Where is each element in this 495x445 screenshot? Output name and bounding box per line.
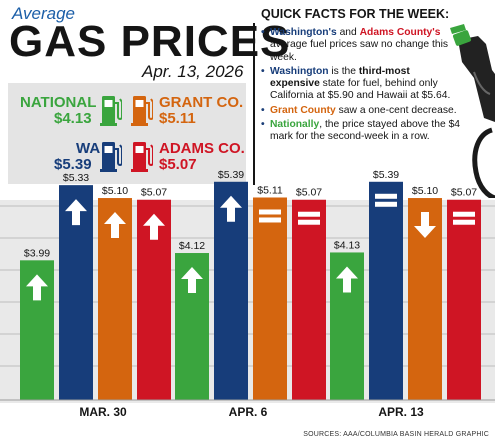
data-label: $5.10	[412, 185, 438, 197]
no-change-icon	[453, 219, 475, 225]
card-national: NATIONAL $4.13	[16, 92, 124, 132]
data-label: $4.12	[179, 240, 205, 252]
quick-fact-item: • Washington's and Adams County's average…	[261, 27, 461, 64]
up-arrow-icon	[143, 213, 165, 240]
bullet-icon: •	[261, 65, 265, 77]
x-tick-label: MAR. 30	[79, 405, 127, 419]
card-wa: WA $5.39	[16, 138, 124, 178]
down-arrow-icon	[414, 212, 436, 239]
quick-fact-text: and	[336, 27, 360, 38]
card-adams-label: ADAMS CO.	[159, 140, 245, 157]
quick-fact-text: third-most expensive	[270, 65, 410, 90]
quick-fact-item: • Washington is the third-most expensive …	[261, 66, 461, 103]
fuel-nozzle-icon	[450, 24, 495, 198]
up-arrow-icon	[336, 266, 358, 293]
up-arrow-icon	[104, 212, 126, 239]
chart-bar-grant	[253, 197, 287, 400]
data-label: $5.07	[296, 187, 322, 199]
no-change-icon	[375, 201, 397, 207]
no-change-icon	[259, 217, 281, 223]
up-arrow-icon	[220, 195, 242, 222]
quick-fact-text: Washington's	[270, 27, 337, 38]
quick-fact-text: Adams County's	[359, 27, 441, 38]
data-label: $5.10	[102, 185, 128, 197]
x-tick-label: APR. 6	[228, 405, 268, 419]
card-adams-value: $5.07	[159, 156, 197, 173]
card-national-value: $4.13	[54, 110, 92, 127]
data-label: $5.07	[141, 187, 167, 199]
quick-fact-text: Grant County	[270, 104, 336, 116]
quick-facts-list: • Washington's and Adams County's average…	[261, 27, 461, 146]
date-label: Apr. 13, 2026	[142, 62, 244, 81]
no-change-icon	[375, 193, 397, 199]
bullet-icon: •	[261, 119, 265, 131]
gas-pump-icon	[131, 142, 153, 172]
chart-bar-wa	[369, 181, 403, 400]
quick-fact-text: saw a one-cent decrease.	[335, 104, 457, 116]
card-adams: ADAMS CO. $5.07	[129, 138, 245, 178]
data-label: $5.07	[451, 187, 477, 199]
quick-fact-text: Nationally	[270, 119, 320, 131]
quick-fact-item: • Grant County saw a one-cent decrease.	[261, 105, 461, 117]
gas-pump-icon	[100, 142, 122, 172]
no-change-icon	[298, 219, 320, 225]
up-arrow-icon	[26, 274, 48, 301]
quick-fact-item: • Nationally, the price stayed above the …	[261, 119, 461, 144]
data-label: $5.39	[373, 169, 399, 181]
quick-fact-text: Washington	[270, 65, 329, 77]
quick-fact-text: is the	[328, 65, 359, 77]
chart-bar-adams	[447, 199, 481, 400]
no-change-icon	[259, 209, 281, 215]
source-credit: SOURCES: AAA/COLUMBIA BASIN HERALD GRAPH…	[303, 431, 489, 438]
gas-pump-icon	[100, 96, 122, 126]
no-change-icon	[453, 211, 475, 217]
price-cards-panel: NATIONAL $4.13 GRANT CO. $5.11 WA $5.39	[8, 83, 246, 184]
quick-facts-title: QUICK FACTS FOR THE WEEK:	[261, 7, 450, 21]
up-arrow-icon	[65, 199, 87, 226]
title-average: Average	[12, 4, 76, 23]
quick-fact-text: , the price stayed above the $4 mark for…	[270, 119, 461, 143]
card-grant-value: $5.11	[159, 110, 196, 127]
chart-bar-adams	[292, 199, 326, 400]
data-label: $5.39	[218, 169, 244, 181]
card-grant-label: GRANT CO.	[159, 94, 244, 111]
up-arrow-icon	[181, 267, 203, 294]
bullet-icon: •	[261, 104, 265, 116]
no-change-icon	[298, 211, 320, 217]
data-label: $5.33	[63, 172, 89, 184]
card-wa-value: $5.39	[54, 156, 92, 173]
bullet-icon: •	[261, 27, 265, 38]
quick-fact-text: state for fuel, behind only California a…	[270, 78, 451, 102]
x-tick-label: APR. 13	[378, 405, 424, 419]
page-title: GAS PRICES	[9, 17, 291, 66]
data-label: $3.99	[24, 247, 50, 259]
section-divider	[253, 23, 255, 185]
quick-fact-text: average fuel prices saw no change this w…	[270, 39, 449, 63]
card-grant: GRANT CO. $5.11	[129, 92, 244, 132]
data-label: $5.11	[257, 184, 283, 196]
gas-pump-icon	[131, 96, 153, 126]
data-label: $4.13	[334, 239, 360, 251]
card-wa-label: WA	[76, 140, 101, 157]
card-national-label: NATIONAL	[20, 94, 97, 111]
